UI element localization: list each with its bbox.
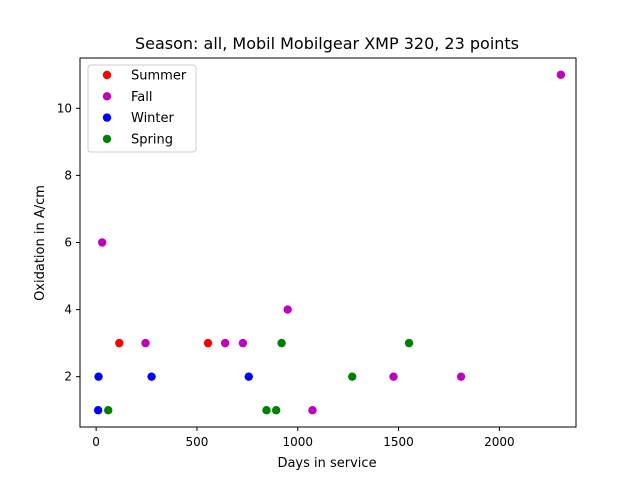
plot-frame [79, 57, 577, 428]
series-winter [93, 372, 253, 415]
data-point [104, 406, 113, 415]
data-points [93, 70, 566, 415]
data-point [244, 372, 253, 381]
y-tick-label: 10 [57, 101, 72, 115]
data-point [97, 238, 107, 247]
legend-marker [102, 134, 112, 144]
data-point [308, 406, 317, 415]
data-point [94, 372, 103, 381]
legend-marker [102, 113, 112, 122]
x-tick-label: 1000 [282, 435, 313, 449]
y-tick-label: 6 [64, 236, 72, 250]
series-spring [104, 338, 414, 415]
series-fall [97, 70, 566, 415]
x-axis-label: Days in service [277, 456, 376, 471]
legend-marker [102, 70, 112, 80]
legend-label: Summer [131, 69, 187, 84]
data-point [115, 338, 124, 348]
x-tick-label: 2000 [484, 435, 515, 449]
y-axis-label: Oxidation in A/cm [33, 185, 48, 301]
data-point [283, 305, 292, 314]
legend: Summer Fall Winter Spring [87, 64, 197, 153]
legend-label: Winter [131, 111, 175, 126]
chart-title: Season: all, Mobil Mobilgear XMP 320, 23… [135, 34, 519, 53]
data-point [147, 372, 156, 381]
y-tick-label: 8 [64, 168, 72, 182]
axis-ticks: 0 500 1000 1500 2000 2 4 6 8 10 [57, 101, 515, 449]
data-point [203, 338, 213, 348]
data-point [404, 338, 414, 348]
data-point [456, 372, 466, 381]
data-point [277, 338, 286, 348]
data-point [262, 406, 271, 415]
x-tick-label: 500 [185, 435, 208, 449]
data-point [238, 338, 248, 348]
legend-box [87, 64, 197, 153]
legend-marker [102, 92, 112, 101]
data-point [347, 372, 357, 381]
data-point [271, 406, 281, 415]
y-tick-label: 4 [64, 303, 72, 317]
data-point [556, 70, 566, 79]
legend-label: Spring [131, 132, 173, 147]
data-point [141, 338, 150, 348]
y-tick-label: 2 [64, 370, 72, 384]
series-summer [115, 338, 213, 348]
x-tick-label: 1500 [383, 435, 414, 449]
x-tick-label: 0 [92, 435, 100, 449]
data-point [220, 338, 230, 348]
data-point [93, 406, 103, 415]
data-point [389, 372, 398, 381]
legend-label: Fall [131, 90, 152, 105]
